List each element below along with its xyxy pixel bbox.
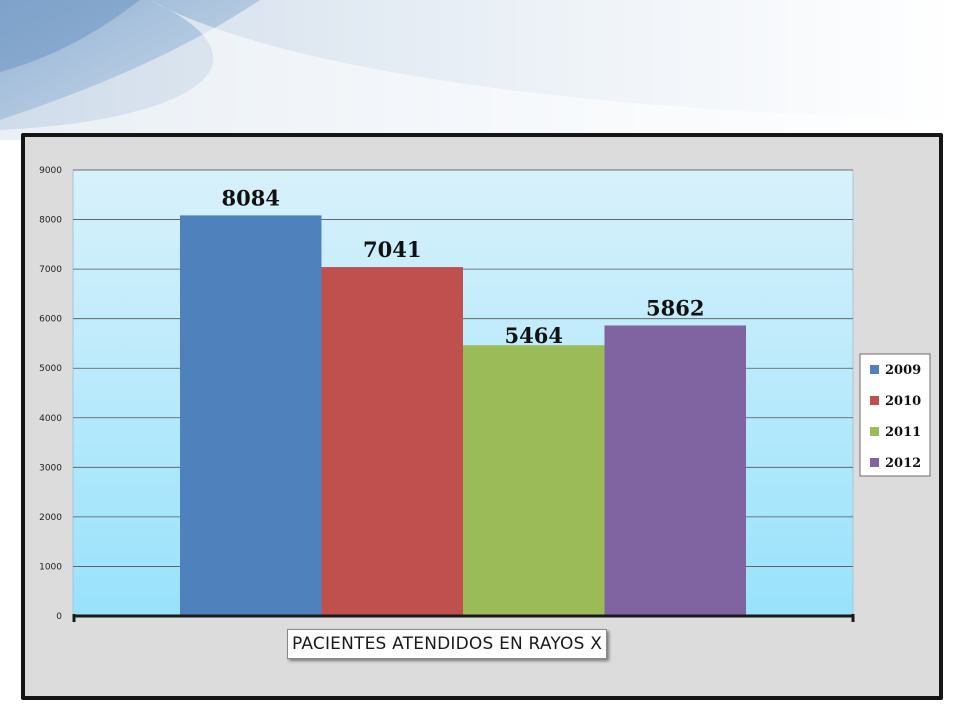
y-tick-label: 5000 (39, 364, 62, 374)
bar-2012 (604, 325, 746, 616)
bar-2010 (321, 267, 463, 616)
slide-header-decoration (0, 0, 960, 140)
y-tick-label: 4000 (39, 414, 62, 424)
data-label-2012: 5862 (646, 296, 704, 321)
legend-label-2010: 2010 (885, 394, 921, 409)
x-axis-label: PACIENTES ATENDIDOS EN RAYOS X (287, 629, 608, 659)
legend-swatch-2011 (870, 427, 879, 436)
data-label-2009: 8084 (222, 185, 280, 210)
y-tick-label: 8000 (39, 216, 62, 226)
legend-swatch-2012 (870, 458, 879, 467)
y-tick-label: 7000 (39, 265, 62, 275)
y-tick-label: 3000 (39, 463, 62, 473)
y-tick-label: 6000 (39, 315, 62, 325)
legend: 2009 2010 2011 2012 (870, 363, 921, 471)
legend-swatch-2009 (870, 365, 879, 374)
bars (180, 215, 746, 616)
y-tick-label: 1000 (39, 562, 62, 572)
legend-box (859, 353, 931, 477)
legend-swatch-2010 (870, 396, 879, 405)
legend-label-2012: 2012 (885, 456, 921, 471)
data-label-2010: 7041 (363, 237, 421, 262)
y-axis-ticks: 0 1000 2000 3000 4000 5000 6000 7000 8000 9000 (39, 166, 62, 622)
y-tick-label: 9000 (39, 166, 62, 176)
bar-2011 (463, 345, 605, 616)
y-tick-label: 0 (56, 612, 62, 622)
legend-label-2011: 2011 (885, 425, 921, 440)
legend-label-2009: 2009 (885, 363, 921, 378)
bar-2009 (180, 215, 322, 616)
y-tick-label: 2000 (39, 513, 62, 523)
data-labels: 8084 7041 5464 5862 (222, 185, 705, 348)
data-label-2011: 5464 (505, 323, 563, 348)
